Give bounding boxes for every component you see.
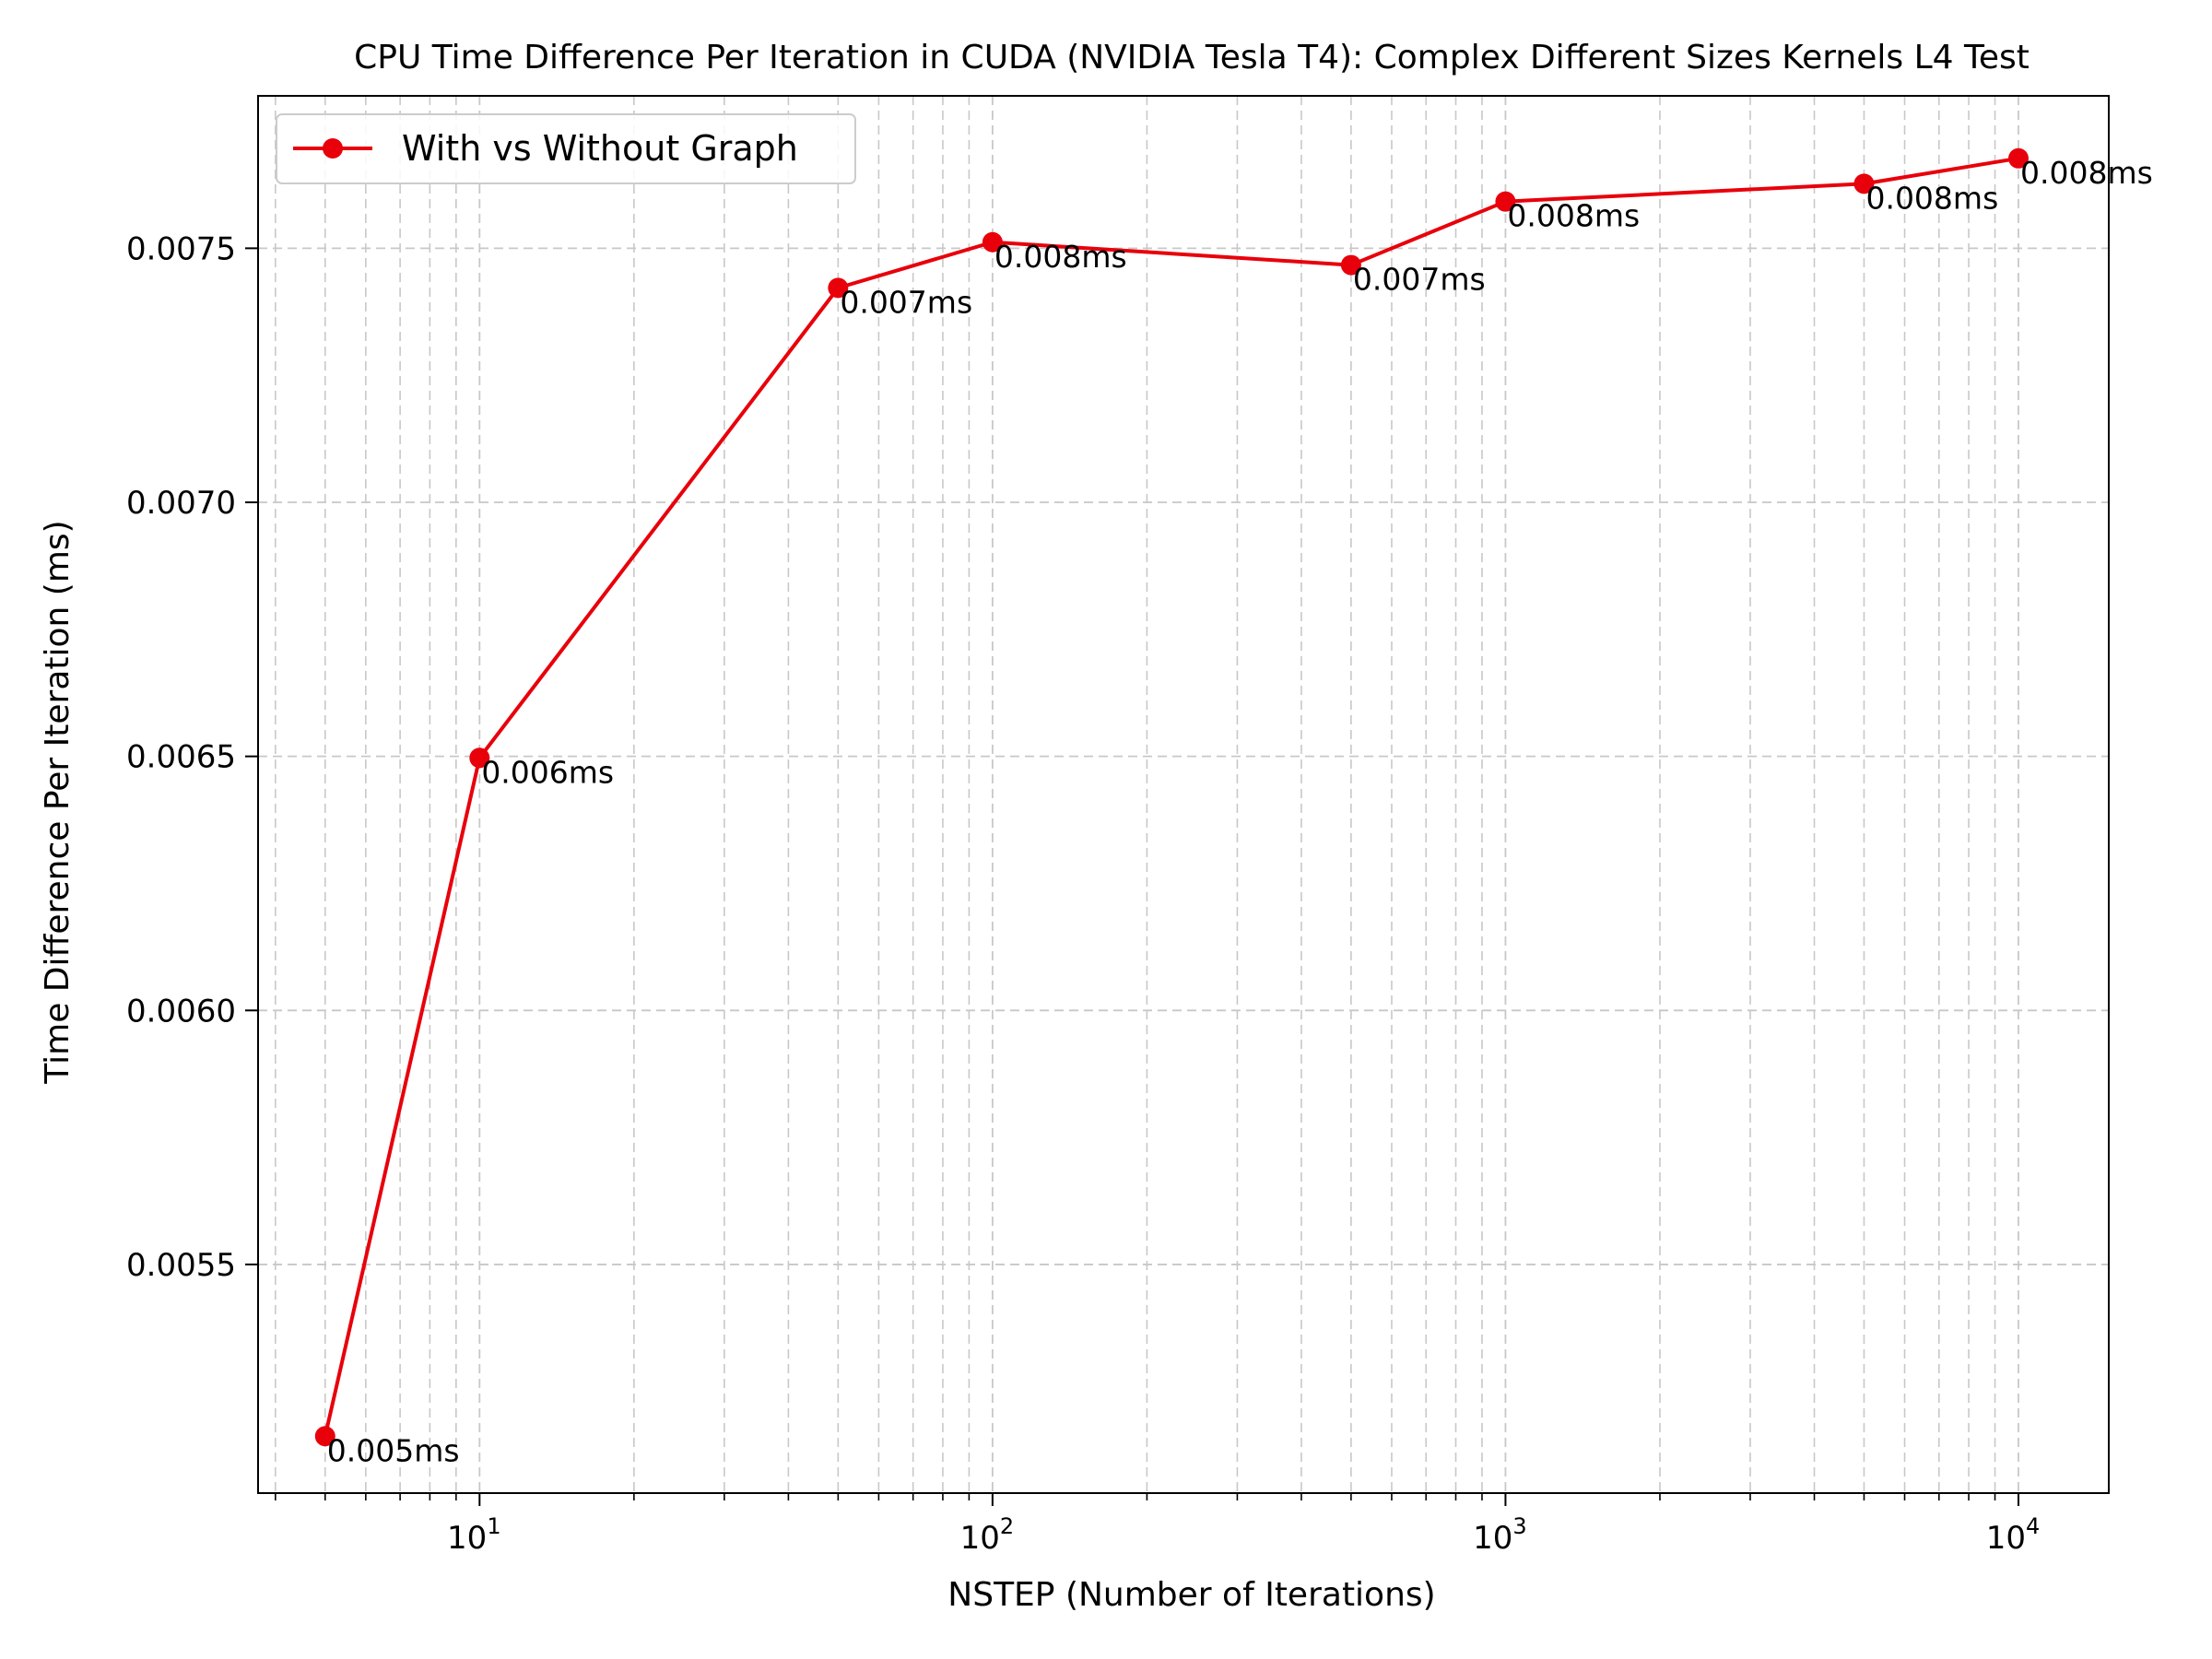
data-label: 0.008ms: [2020, 155, 2153, 191]
series-layer: [314, 147, 2029, 1447]
chart-title: CPU Time Difference Per Iteration in CUD…: [354, 39, 2030, 76]
y-tick-label: 0.0065: [126, 739, 236, 776]
data-label: 0.005ms: [327, 1432, 460, 1468]
y-tick-label: 0.0055: [126, 1247, 236, 1284]
data-point: [314, 1426, 335, 1447]
series-line: [323, 156, 2019, 1437]
tick-layer: 101 102 103 104 0.0055 0.0060 0.0065 0.0070 0.00…: [126, 230, 2040, 1557]
y-tick-label: 0.0070: [126, 485, 236, 522]
legend-marker-swatch: [323, 138, 343, 159]
data-point: [2007, 147, 2029, 169]
y-axis-label: Time Difference Per Iteration (ms): [39, 520, 76, 1084]
y-tick-label: 0.0075: [126, 230, 236, 267]
data-label: 0.006ms: [481, 754, 614, 790]
x-tick-label: 103: [1473, 1513, 1527, 1557]
data-point: [1340, 254, 1361, 276]
data-label: 0.008ms: [1507, 198, 1640, 234]
legend: With vs Without Graph: [276, 113, 856, 184]
x-tick-label: 102: [960, 1513, 1015, 1557]
data-label: 0.008ms: [1865, 180, 1998, 216]
grid-layer: [258, 96, 2109, 1493]
x-tick-label: 104: [1986, 1513, 2041, 1557]
data-label: 0.007ms: [840, 284, 972, 320]
data-label: 0.008ms: [994, 239, 1127, 275]
legend-label: With vs Without Graph: [402, 128, 798, 169]
x-axis-label: NSTEP (Number of Iterations): [947, 1576, 1435, 1614]
plot-frame: [257, 95, 2110, 1494]
y-tick-label: 0.0060: [126, 993, 236, 1030]
data-point: [469, 747, 490, 769]
data-point: [982, 231, 1003, 253]
data-label-layer: 0.005ms 0.006ms 0.007ms 0.008ms 0.007ms 0.008…: [327, 155, 2153, 1468]
x-tick-label: 101: [447, 1513, 501, 1557]
data-point: [1853, 173, 1875, 194]
data-label: 0.007ms: [1353, 262, 1486, 298]
legend-box: [276, 113, 856, 184]
data-point: [828, 277, 849, 299]
data-point: [1495, 191, 1516, 212]
